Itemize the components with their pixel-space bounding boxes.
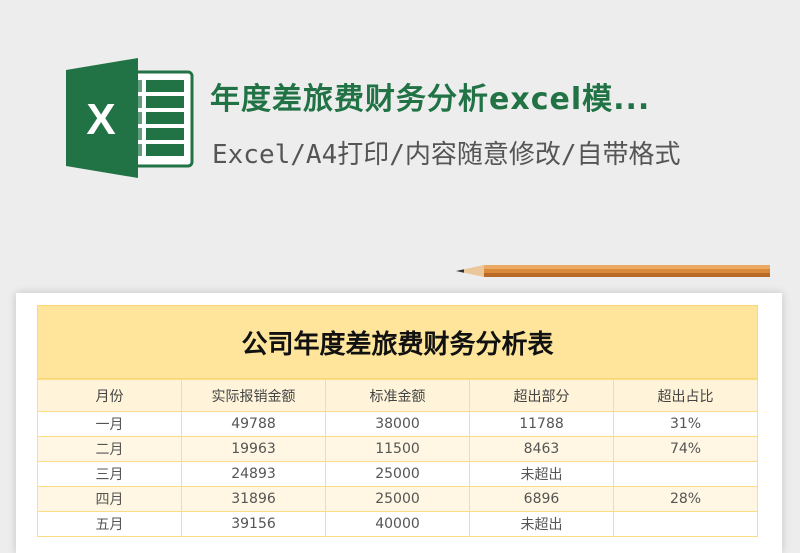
svg-text:X: X	[86, 95, 115, 144]
table-cell[interactable]: 8463	[469, 436, 614, 462]
data-table: 月份 实际报销金额 标准金额 超出部分 超出占比 一月 49788 38000 117…	[37, 379, 758, 537]
table-cell[interactable]: 31896	[181, 486, 326, 512]
table-row: 二月 19963 11500 8463 74%	[37, 436, 758, 462]
page-subtitle: Excel/A4打印/内容随意修改/自带格式	[212, 140, 681, 170]
column-header: 标准金额	[325, 379, 470, 412]
table-cell[interactable]: 二月	[37, 436, 182, 462]
table-cell[interactable]: 49788	[181, 411, 326, 437]
table-cell[interactable]: 19963	[181, 436, 326, 462]
column-header: 实际报销金额	[181, 379, 326, 412]
spreadsheet: 公司年度差旅费财务分析表 月份 实际报销金额 标准金额 超出部分 超出占比 一月…	[37, 305, 758, 537]
table-cell[interactable]: 未超出	[469, 461, 614, 487]
table-row: 一月 49788 38000 11788 31%	[37, 411, 758, 437]
table-cell[interactable]: 28%	[613, 486, 758, 512]
page-title: 年度差旅费财务分析excel模...	[210, 82, 651, 117]
table-cell[interactable]: 三月	[37, 461, 182, 487]
table-cell[interactable]: 五月	[37, 511, 182, 537]
table-cell[interactable]: 40000	[325, 511, 470, 537]
table-cell[interactable]: 25000	[325, 486, 470, 512]
table-cell[interactable]: 6896	[469, 486, 614, 512]
table-cell[interactable]: 38000	[325, 411, 470, 437]
table-cell[interactable]: 31%	[613, 411, 758, 437]
table-header-row: 月份 实际报销金额 标准金额 超出部分 超出占比	[37, 379, 758, 412]
column-header: 月份	[37, 379, 182, 412]
column-header: 超出占比	[613, 379, 758, 412]
table-cell[interactable]: 25000	[325, 461, 470, 487]
table-row: 五月 39156 40000 未超出	[37, 511, 758, 537]
table-cell[interactable]: 一月	[37, 411, 182, 437]
table-cell[interactable]	[613, 511, 758, 537]
table-cell[interactable]: 四月	[37, 486, 182, 512]
excel-logo-icon: X	[66, 58, 194, 178]
table-cell[interactable]: 39156	[181, 511, 326, 537]
column-header: 超出部分	[469, 379, 614, 412]
table-cell[interactable]: 11500	[325, 436, 470, 462]
sheet-title: 公司年度差旅费财务分析表	[37, 305, 758, 379]
pencil-icon	[456, 265, 770, 277]
table-cell[interactable]: 24893	[181, 461, 326, 487]
table-cell[interactable]: 未超出	[469, 511, 614, 537]
table-cell[interactable]	[613, 461, 758, 487]
table-row: 三月 24893 25000 未超出	[37, 461, 758, 487]
table-row: 四月 31896 25000 6896 28%	[37, 486, 758, 512]
table-cell[interactable]: 74%	[613, 436, 758, 462]
table-cell[interactable]: 11788	[469, 411, 614, 437]
